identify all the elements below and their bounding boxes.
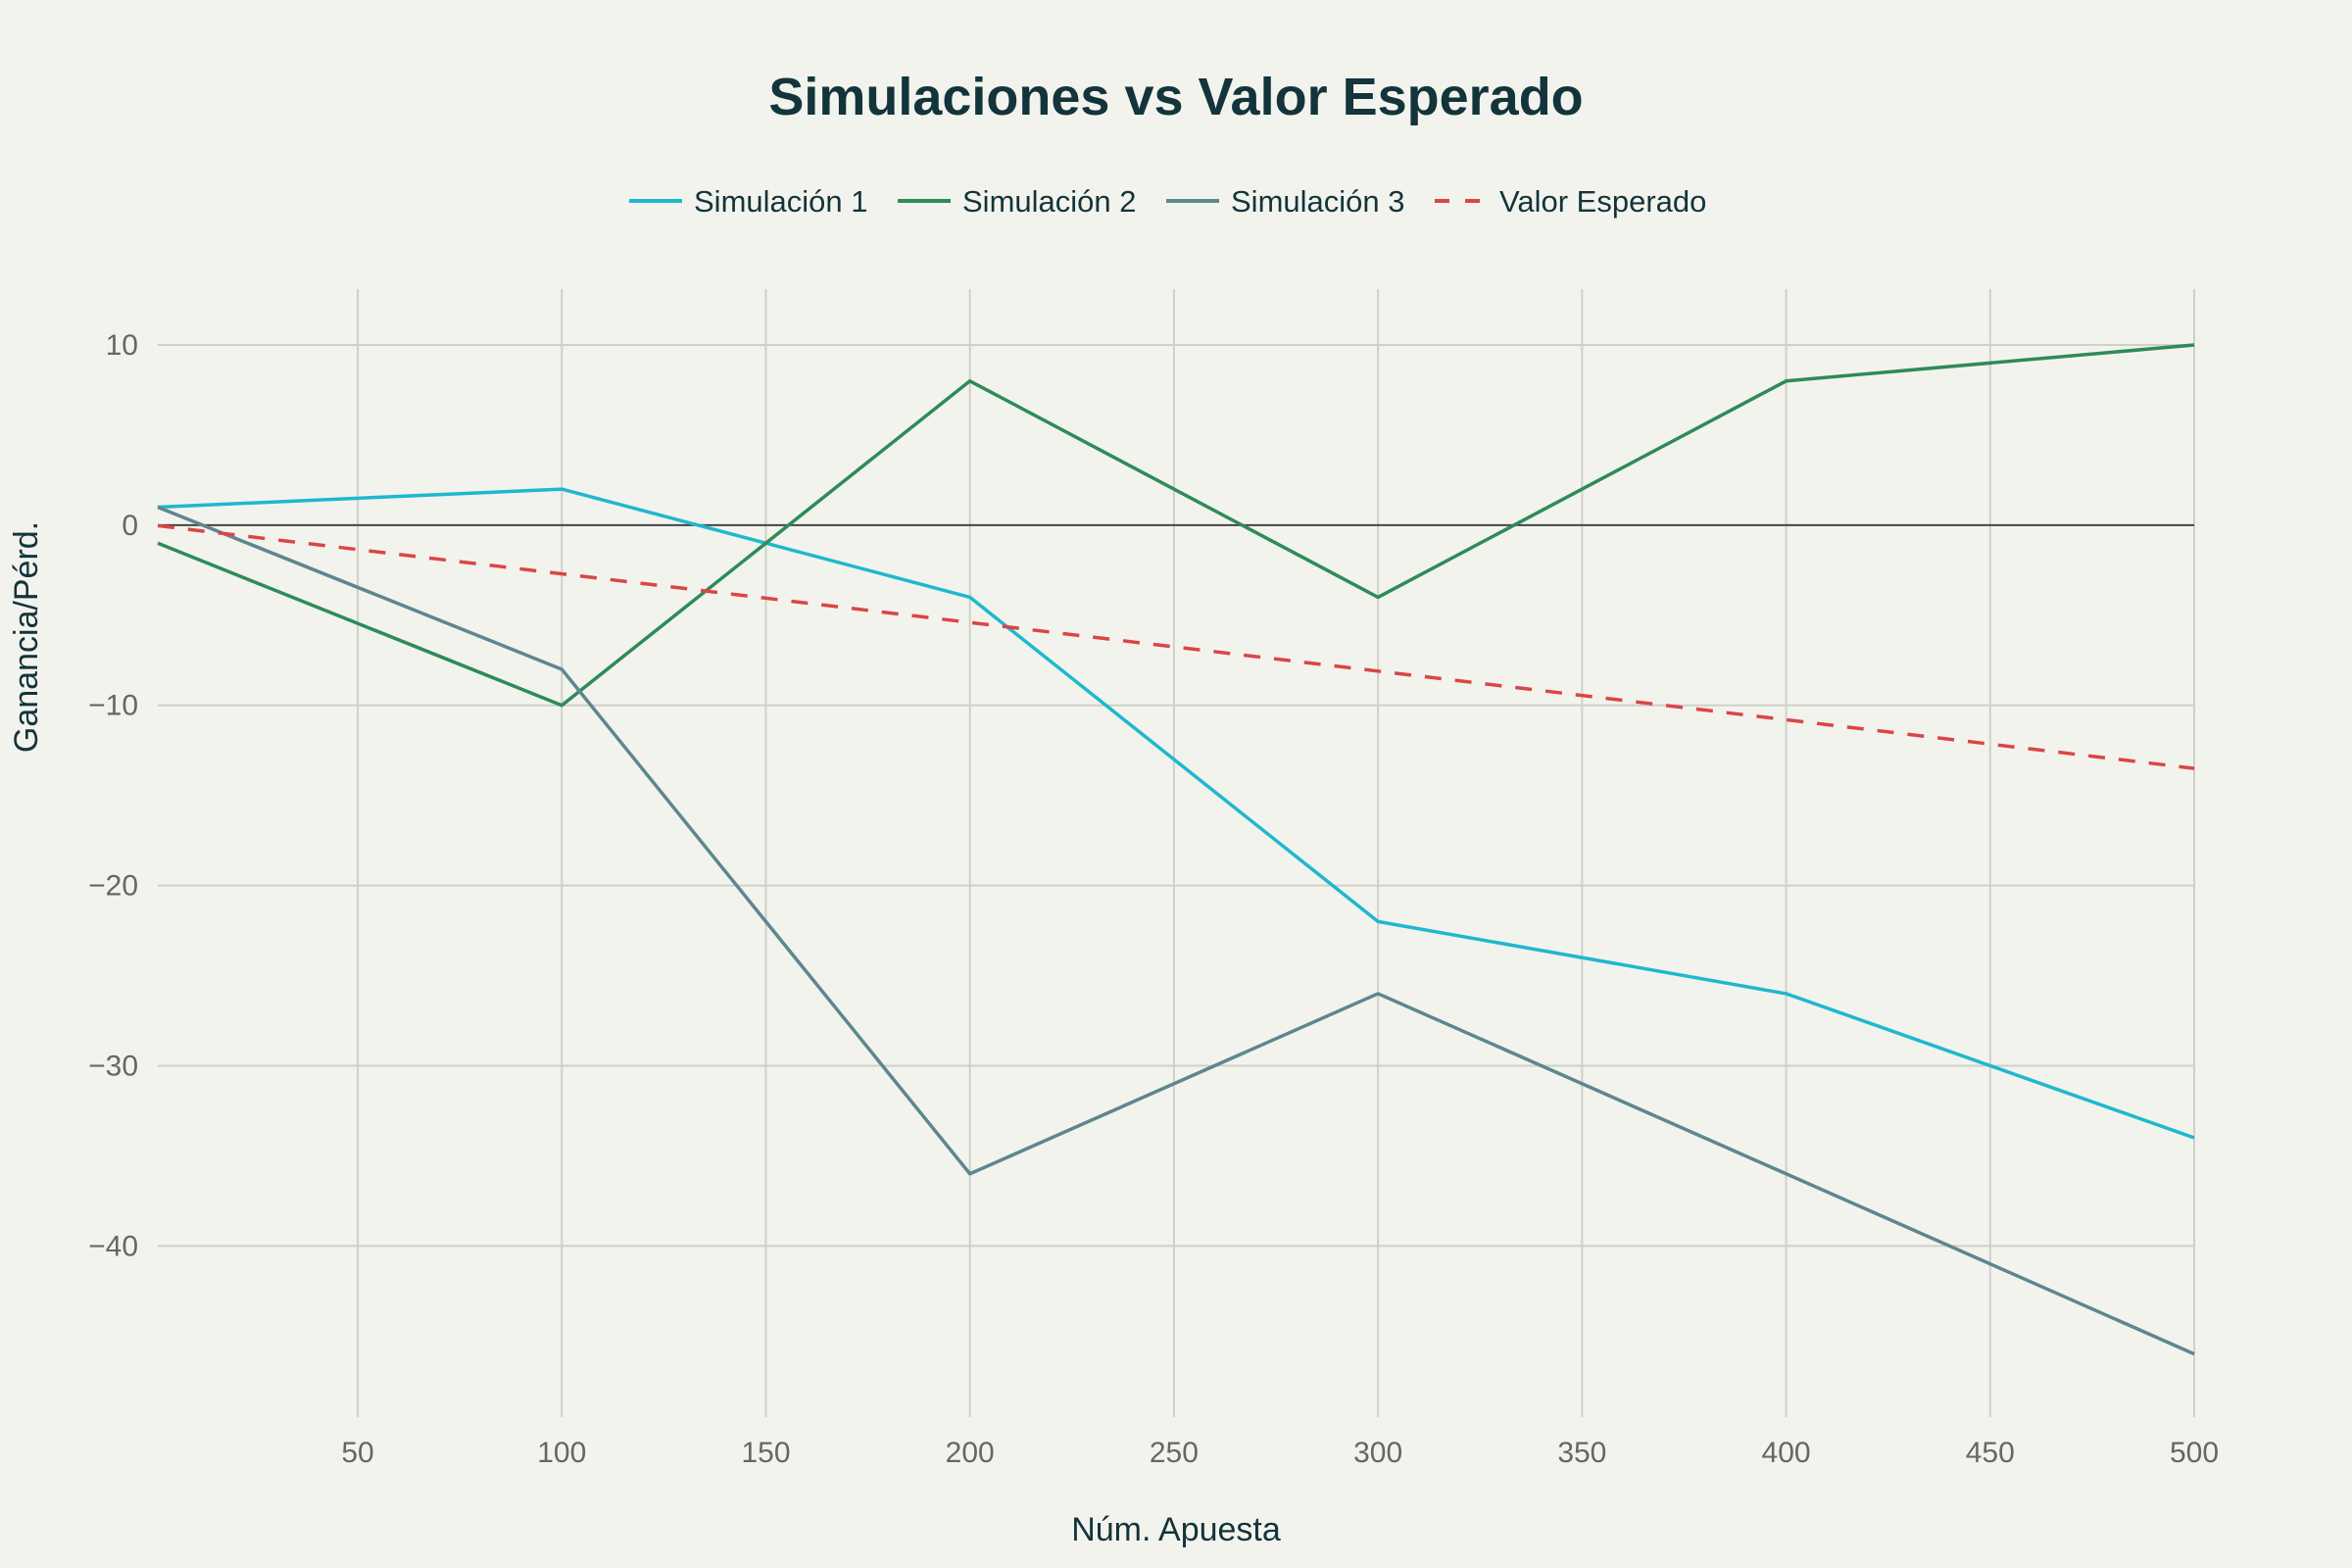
x-tick-label: 450	[1966, 1437, 2015, 1469]
x-tick-label: 300	[1353, 1437, 1402, 1469]
series-group	[157, 343, 2195, 1356]
y-tick-label: −10	[88, 690, 138, 722]
legend-label: Simulación 2	[962, 184, 1136, 219]
chart-title: Simulaciones vs Valor Esperado	[768, 68, 1583, 126]
legend-item-4[interactable]: Valor Esperado	[1435, 184, 1706, 219]
legend-label: Simulación 3	[1231, 184, 1404, 219]
series-line-2	[157, 343, 2195, 708]
y-tick-label: 0	[122, 510, 138, 542]
legend-item-2[interactable]: Simulación 2	[898, 184, 1136, 219]
legend[interactable]: Simulación 1 Simulación 2 Simulación 3 Valo…	[629, 184, 1706, 219]
y-tick-label: −20	[88, 870, 138, 903]
x-tick-label: 350	[1557, 1437, 1606, 1469]
x-tick-label: 400	[1762, 1437, 1811, 1469]
tick-labels: 50 100 150 200 250 300 350 400 450 500100−10−20−3…	[88, 329, 2219, 1469]
series-line-4	[157, 523, 2195, 770]
y-tick-label: 10	[106, 329, 138, 362]
y-axis-title: Ganancia/Pérd.	[8, 521, 45, 753]
x-tick-label: 50	[341, 1437, 373, 1469]
legend-item-3[interactable]: Simulación 3	[1166, 184, 1404, 219]
x-tick-label: 500	[2170, 1437, 2219, 1469]
y-tick-label: −30	[88, 1050, 138, 1082]
series-line-1	[157, 487, 2195, 1140]
y-tick-label: −40	[88, 1230, 138, 1262]
series-line-3	[157, 505, 2195, 1356]
legend-item-1[interactable]: Simulación 1	[629, 184, 867, 219]
legend-label: Valor Esperado	[1499, 184, 1706, 219]
x-tick-label: 150	[741, 1437, 790, 1469]
grid	[158, 289, 2195, 1417]
x-tick-label: 250	[1150, 1437, 1199, 1469]
legend-label: Simulación 1	[694, 184, 867, 219]
x-tick-label: 200	[946, 1437, 995, 1469]
x-tick-label: 100	[537, 1437, 586, 1469]
x-axis-title: Núm. Apuesta	[1071, 1511, 1281, 1548]
